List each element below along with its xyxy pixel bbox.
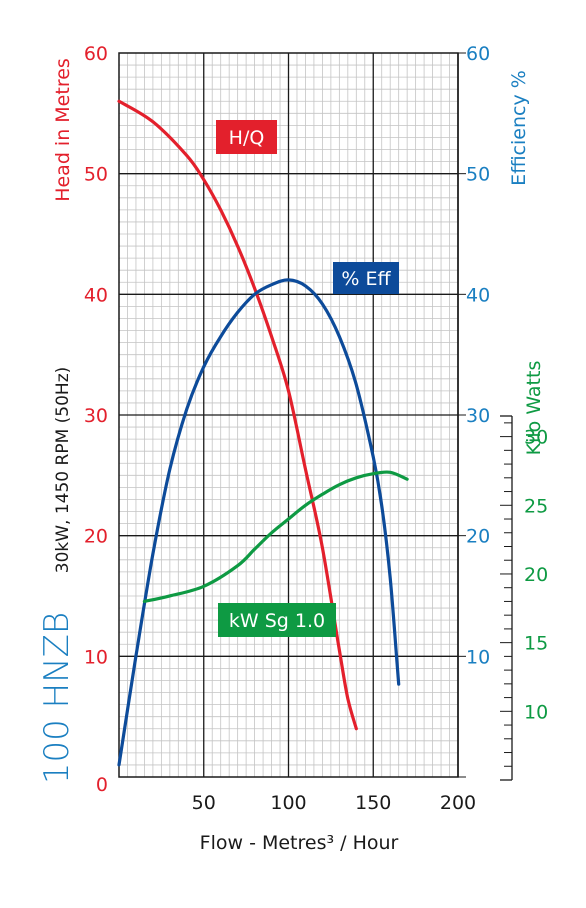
h-q-label: H/Q bbox=[229, 127, 265, 149]
chart-grid bbox=[118, 52, 513, 781]
eff-label: % Eff bbox=[341, 268, 391, 290]
flow-tick-label: 200 bbox=[440, 792, 476, 814]
head-axis-label: Head in Metres bbox=[52, 58, 74, 202]
kilowatts-axis-label: Kilo Watts bbox=[523, 361, 545, 456]
efficiency-tick-label: 50 bbox=[466, 164, 490, 186]
h-q-label-box bbox=[216, 120, 277, 154]
eff-curve bbox=[117, 278, 401, 767]
head-tick-label: 20 bbox=[84, 526, 108, 548]
model-label: 100 HNZB bbox=[37, 612, 77, 784]
series-layer: H/Q % Eff kW Sg 1.0 bbox=[117, 99, 409, 767]
kw-sg-1-0-curve bbox=[142, 470, 409, 603]
flow-tick-label: 100 bbox=[270, 792, 306, 814]
h-q-curve bbox=[117, 99, 358, 731]
kilowatts-tick-label: 25 bbox=[524, 495, 548, 517]
efficiency-tick-label: 20 bbox=[466, 526, 490, 548]
tick-labels: 10 20 30 40 50 60 0 10 20 30 40 50 60 10 15 20 25 30 50 100… bbox=[84, 43, 548, 814]
efficiency-tick-label: 60 bbox=[466, 43, 490, 65]
head-tick-label: 50 bbox=[84, 164, 108, 186]
x-axis-label: Flow - Metres³ / Hour bbox=[200, 832, 399, 854]
flow-tick-label: 150 bbox=[355, 792, 391, 814]
kilowatts-tick-label: 20 bbox=[524, 564, 548, 586]
kilowatts-tick-label: 10 bbox=[524, 701, 548, 723]
spec-label: 30kW, 1450 RPM (50Hz) bbox=[53, 367, 73, 574]
flow-tick-label: 50 bbox=[192, 792, 216, 814]
kw-sg-1-0-label: kW Sg 1.0 bbox=[229, 610, 325, 632]
kilowatts-tick-label: 30 bbox=[524, 427, 548, 449]
kilowatts-tick-label: 15 bbox=[524, 633, 548, 655]
efficiency-tick-label: 40 bbox=[466, 284, 490, 306]
head-tick-label: 30 bbox=[84, 405, 108, 427]
efficiency-axis-label: Efficiency % bbox=[508, 70, 530, 186]
origin-tick-label: 0 bbox=[96, 774, 108, 796]
head-tick-label: 40 bbox=[84, 284, 108, 306]
efficiency-tick-label: 10 bbox=[466, 646, 490, 668]
efficiency-tick-label: 30 bbox=[466, 405, 490, 427]
eff-label-box bbox=[333, 262, 399, 294]
head-tick-label: 10 bbox=[84, 646, 108, 668]
kw-sg-1-0-label-box bbox=[218, 603, 336, 637]
head-tick-label: 60 bbox=[84, 43, 108, 65]
